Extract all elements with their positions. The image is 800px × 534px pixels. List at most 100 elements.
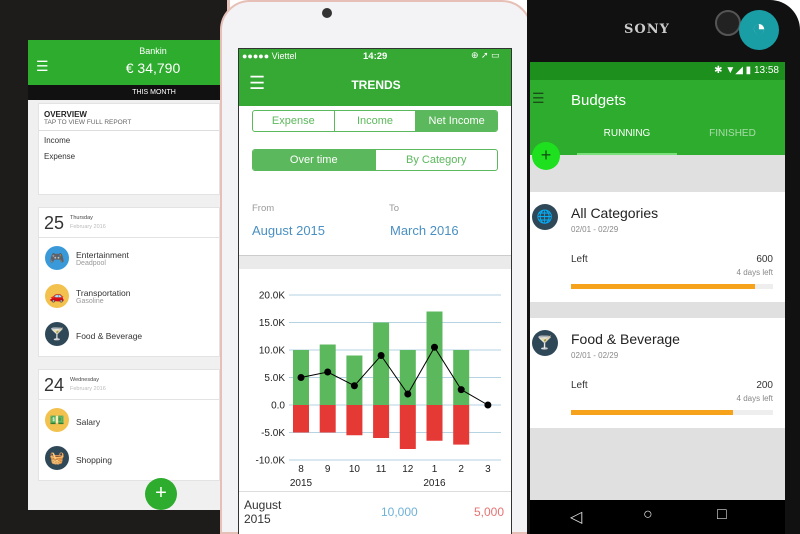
tab-income[interactable]: Income	[335, 111, 417, 131]
recents-icon[interactable]: □	[717, 506, 727, 523]
budget-card[interactable]: 🍸 Food & Beverage 02/01 - 02/29 Left 200…	[530, 318, 785, 428]
tab-finished[interactable]: FINISHED	[709, 128, 756, 139]
camera-icon	[715, 10, 741, 36]
tab-running[interactable]: RUNNING	[577, 128, 677, 155]
nav-bar: ◁ ○ □	[530, 500, 785, 534]
bar	[293, 405, 309, 433]
home-icon[interactable]: ○	[643, 506, 653, 523]
overview-title: OVERVIEW	[44, 110, 87, 119]
transaction-item[interactable]: 💵 Salary	[39, 404, 220, 440]
budget-amount: 200	[756, 380, 773, 391]
overview-card[interactable]: OVERVIEW TAP TO VIEW FULL REPORT Income …	[38, 103, 220, 195]
transaction-category: Transportation	[76, 288, 131, 298]
menu-icon[interactable]: ☰	[249, 73, 266, 93]
left-phone-screen: ☰ Bankin € 34,790 THIS MONTH OVERVIEW TA…	[28, 40, 220, 510]
days-left: 4 days left	[736, 268, 773, 277]
transaction-item[interactable]: 🎮 Entertainment Deadpool	[39, 242, 220, 278]
tab-by-category[interactable]: By Category	[405, 154, 467, 166]
y-tick-label: 5.0K	[264, 373, 285, 384]
car-icon: 🚗	[45, 284, 69, 308]
brand-logo: SONY	[624, 22, 670, 37]
bar	[426, 405, 443, 441]
budget-progress	[571, 284, 773, 289]
app-header: ☰ Budgets RUNNING FINISHED	[530, 80, 785, 155]
transaction-note: Deadpool	[76, 260, 106, 267]
transaction-category: Shopping	[76, 455, 112, 465]
x-tick-label: 3	[485, 464, 491, 475]
globe-icon: 🌐	[532, 204, 558, 230]
battery-icon: ⊕ ➚ ▭	[471, 50, 500, 60]
income-row: Income	[44, 136, 71, 145]
status-time: 13:58	[753, 65, 779, 76]
x-tick-label: 10	[349, 464, 361, 475]
status-bar: ✱ ▼◢ ▮ 13:58	[530, 62, 785, 80]
year-label: 2015	[290, 478, 313, 489]
year-label: 2016	[423, 478, 446, 489]
right-phone-screen: ✱ ▼◢ ▮ 13:58 ☰ Budgets RUNNING FINISHED …	[530, 62, 785, 534]
net-income-point	[297, 374, 305, 381]
type-tabs: Expense Income Net Income	[252, 110, 498, 132]
transaction-item[interactable]: 🧺 Shopping	[39, 442, 220, 478]
view-tabs: Over time By Category	[252, 149, 498, 171]
bar	[346, 355, 363, 405]
app-header: ●●●●● Viettel 14:29 ⊕ ➚ ▭ ☰ TRENDS	[239, 49, 511, 106]
bar	[426, 311, 443, 405]
footer-period-year: 2015	[244, 512, 271, 526]
footer-period-month: August	[244, 498, 282, 512]
carrier: ●●●●● Viettel	[242, 51, 297, 61]
menu-icon[interactable]: ☰	[532, 90, 545, 106]
net-income-point	[377, 352, 385, 359]
bar	[399, 350, 416, 405]
bar	[373, 322, 390, 405]
money-icon: 💵	[45, 408, 69, 432]
net-income-point	[431, 343, 438, 351]
budget-dates: 02/01 - 02/29	[571, 351, 619, 360]
tab-over-time[interactable]: Over time	[253, 150, 376, 170]
tab-expense[interactable]: Expense	[253, 111, 335, 131]
chart-footer: August 2015 10,000 5,000	[239, 491, 511, 534]
day-card: 25 Thursday February 2016 🎮 Entertainmen…	[38, 207, 220, 357]
transaction-category: Food & Beverage	[76, 331, 143, 341]
weekday: Wednesday	[70, 377, 99, 383]
app-name: Bankin	[139, 46, 167, 56]
x-tick-label: 2	[458, 464, 464, 475]
net-income-line	[300, 346, 489, 406]
period-tab[interactable]: THIS MONTH	[28, 85, 220, 100]
footer-expense: 5,000	[474, 505, 505, 519]
y-tick-label: 15.0K	[259, 318, 285, 329]
menu-icon[interactable]: ☰	[36, 58, 49, 74]
budget-name: Food & Beverage	[571, 331, 680, 347]
y-tick-label: 10.0K	[259, 346, 285, 357]
add-button[interactable]: +	[532, 142, 560, 170]
back-icon[interactable]: ◁	[570, 509, 583, 526]
cocktail-icon: 🍸	[45, 322, 69, 346]
day-number: 25	[44, 213, 65, 233]
overview-subtitle: TAP TO VIEW FULL REPORT	[39, 119, 219, 131]
y-tick-label: 20.0K	[259, 291, 285, 302]
bar	[453, 350, 470, 405]
y-tick-label: 0.0	[271, 401, 285, 412]
budget-card[interactable]: 🌐 All Categories 02/01 - 02/29 Left 600 …	[530, 192, 785, 302]
divider	[239, 255, 511, 269]
camera-icon	[322, 8, 332, 18]
transaction-item[interactable]: 🚗 Transportation Gasoline	[39, 280, 220, 316]
y-tick-label: -5.0K	[261, 428, 285, 439]
page-title: TRENDS	[351, 78, 401, 92]
budget-amount: 600	[756, 254, 773, 265]
gamepad-icon: 🎮	[45, 246, 69, 270]
day-number: 24	[44, 375, 65, 395]
bar	[319, 405, 336, 433]
to-date[interactable]: March 2016	[390, 223, 459, 238]
month: February 2016	[70, 224, 106, 230]
budget-name: All Categories	[571, 205, 659, 221]
tab-net-income[interactable]: Net Income	[416, 111, 497, 131]
bar	[346, 405, 363, 436]
bar	[373, 405, 390, 438]
month: February 2016	[70, 386, 106, 392]
bar	[453, 405, 470, 445]
page-title: Budgets	[571, 92, 627, 109]
add-button[interactable]: +	[145, 478, 177, 510]
from-date[interactable]: August 2015	[252, 223, 326, 238]
transaction-item[interactable]: 🍸 Food & Beverage	[39, 318, 220, 354]
